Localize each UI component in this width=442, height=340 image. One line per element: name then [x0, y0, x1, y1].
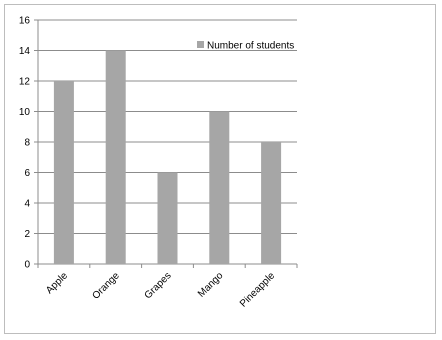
x-axis-ticks: Apple Orange Grapes Mango Pineapple — [44, 270, 277, 310]
x-tick-label: Apple — [44, 270, 70, 296]
x-tick-label: Pineapple — [238, 270, 278, 310]
bar-apple — [53, 81, 74, 264]
y-tick-label: 6 — [24, 168, 30, 179]
y-tick-label: 0 — [24, 260, 30, 271]
y-tick-label: 14 — [19, 46, 31, 57]
y-tick-label: 2 — [24, 229, 30, 240]
y-tick-label: 16 — [19, 16, 31, 27]
y-tick-label: 10 — [19, 107, 31, 118]
x-tick-label: Orange — [90, 270, 122, 302]
legend-label: Number of students — [207, 41, 294, 52]
y-tick-label: 8 — [24, 138, 30, 149]
y-tick-label: 4 — [24, 199, 30, 210]
bar-orange — [105, 50, 126, 264]
grid-lines — [34, 19, 298, 268]
bar-mango — [209, 111, 230, 264]
x-tick-label: Grapes — [143, 270, 174, 301]
bars — [53, 50, 282, 264]
legend-swatch — [197, 41, 204, 48]
bar-pineapple — [261, 142, 282, 264]
y-axis-ticks: 0 2 4 6 8 10 12 14 16 — [19, 16, 31, 271]
x-tick-label: Mango — [196, 270, 226, 300]
legend: Number of students — [197, 41, 294, 52]
y-tick-label: 12 — [19, 77, 31, 88]
bar-grapes — [157, 172, 178, 264]
